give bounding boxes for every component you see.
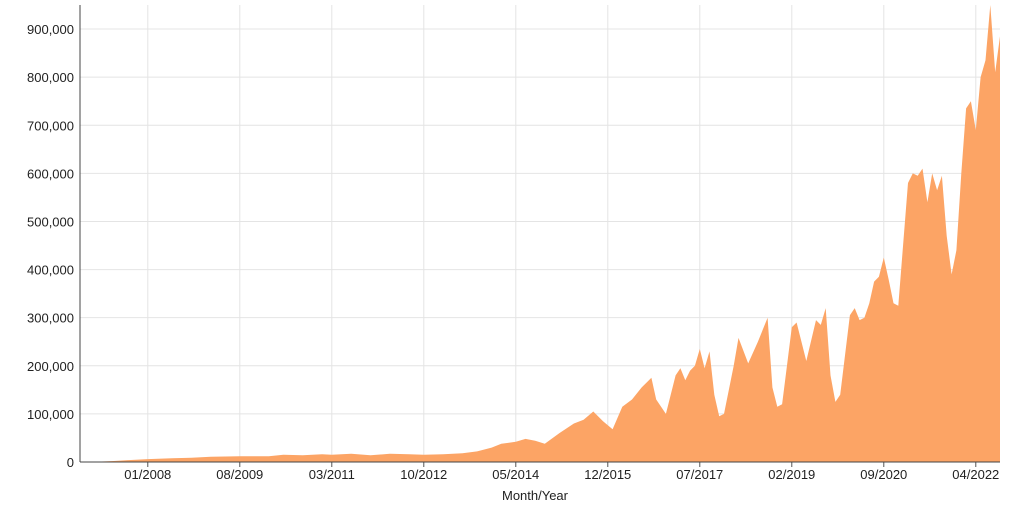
y-tick-label: 800,000 [27,70,74,85]
x-tick-label: 08/2009 [216,467,263,482]
area-series [89,5,1000,462]
x-tick-label: 09/2020 [860,467,907,482]
x-tick-label: 10/2012 [400,467,447,482]
y-tick-label: 300,000 [27,311,74,326]
y-tick-label: 900,000 [27,22,74,37]
x-tick-label: 03/2011 [309,467,355,482]
x-tick-label: 02/2019 [768,467,815,482]
axes [79,5,1000,463]
y-tick-label: 100,000 [27,407,74,422]
y-tick-label: 500,000 [27,214,74,229]
x-tick-label: 07/2017 [676,467,723,482]
y-tick-label: 700,000 [27,118,74,133]
x-tick-labels: 01/2008 08/2009 03/2011 10/2012 05/2014 12/20… [124,467,999,482]
x-tick-label: 04/2022 [952,467,999,482]
y-tick-label: 600,000 [27,166,74,181]
y-gridlines [80,28,1000,415]
y-tick-labels: 0 100,000 200,000 300,000 400,000 500,000 600,… [27,22,74,470]
x-axis-title: Month/Year [502,488,569,503]
x-tick-label: 12/2015 [584,467,631,482]
y-tick-label: 200,000 [27,359,74,374]
x-tick-label: 01/2008 [124,467,171,482]
y-tick-label: 0 [67,455,74,470]
x-tick-label: 05/2014 [492,467,539,482]
y-tick-label: 400,000 [27,263,74,278]
series-layer [89,5,1000,462]
